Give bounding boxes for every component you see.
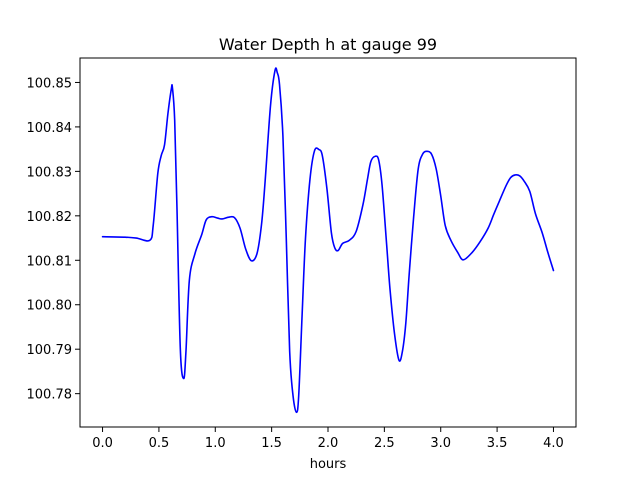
y-tick-label: 100.79 <box>27 343 73 358</box>
y-tick-label: 100.78 <box>27 388 73 403</box>
y-tick-label: 100.82 <box>27 210 73 225</box>
x-axis-ticks: 0.0 0.5 1.0 1.5 2.0 2.5 3.0 3.5 4.0 <box>92 427 564 451</box>
x-tick-label: 0.0 <box>92 436 113 451</box>
series-line-0 <box>101 67 555 414</box>
y-tick-label: 100.80 <box>27 299 73 314</box>
chart-title: Water Depth h at gauge 99 <box>219 35 437 54</box>
y-axis-ticks: 100.78 100.79 100.80 100.81 100.82 100.83 100.… <box>27 76 80 403</box>
y-tick-label: 100.84 <box>27 121 73 136</box>
x-tick-label: 4.0 <box>543 436 564 451</box>
x-tick-label: 2.0 <box>318 436 339 451</box>
x-tick-label: 0.5 <box>149 436 170 451</box>
y-tick-label: 100.81 <box>27 254 73 269</box>
x-tick-label: 3.0 <box>430 436 451 451</box>
x-tick-label: 1.5 <box>261 436 282 451</box>
plot-area <box>80 58 576 427</box>
x-tick-label: 3.5 <box>487 436 508 451</box>
x-tick-label: 1.0 <box>205 436 226 451</box>
series-layer <box>101 67 555 414</box>
plot-frame <box>79 57 577 428</box>
x-tick-label: 2.5 <box>374 436 395 451</box>
y-tick-label: 100.85 <box>27 76 73 91</box>
x-axis-label: hours <box>310 457 347 472</box>
y-tick-label: 100.83 <box>27 165 73 180</box>
